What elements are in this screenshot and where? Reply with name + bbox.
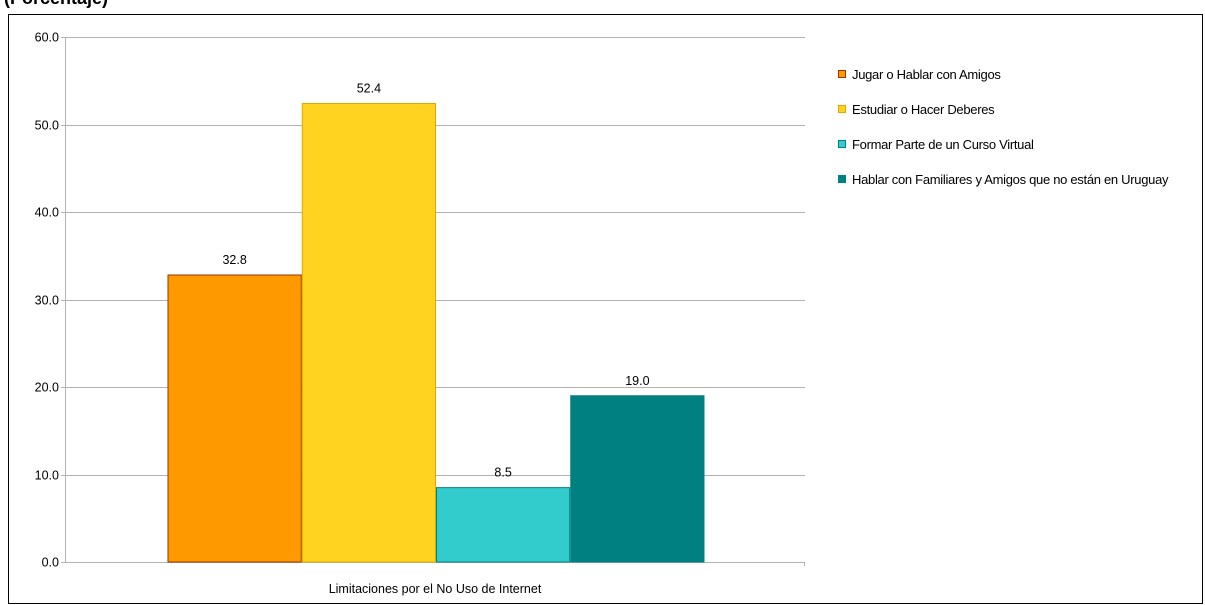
- data-label-2: 8.5: [494, 466, 511, 480]
- legend-swatch-curso-virtual: [838, 140, 846, 148]
- legend-swatch-estudiar: [838, 105, 846, 113]
- bar-1: [301, 103, 436, 563]
- legend-item-jugar: Jugar o Hablar con Amigos: [838, 67, 1198, 82]
- legend-label-jugar: Jugar o Hablar con Amigos: [852, 67, 1001, 82]
- legend-label-estudiar: Estudiar o Hacer Deberes: [852, 102, 995, 117]
- y-tick-label: 0.0: [42, 556, 59, 570]
- bar-0: [167, 274, 302, 563]
- legend-label-curso-virtual: Formar Parte de un Curso Virtual: [852, 137, 1034, 152]
- bar-chart: 0.0 10.0 20.0 30.0 40.0 50.0 60.0 32.8 52.4 8.5 19…: [35, 31, 805, 596]
- legend-item-curso-virtual: Formar Parte de un Curso Virtual: [838, 137, 1198, 152]
- y-tick-label: 20.0: [35, 381, 59, 395]
- y-tick-label: 10.0: [35, 469, 59, 483]
- legend-label-familiares: Hablar con Familiares y Amigos que no es…: [852, 172, 1169, 187]
- legend-item-familiares: Hablar con Familiares y Amigos que no es…: [838, 172, 1198, 187]
- data-label-3: 19.0: [625, 374, 649, 388]
- legend-item-estudiar: Estudiar o Hacer Deberes: [838, 102, 1198, 117]
- data-label-1: 52.4: [357, 82, 381, 96]
- legend-swatch-familiares: [838, 175, 846, 183]
- y-tick-label: 60.0: [35, 31, 59, 45]
- y-tick-label: 30.0: [35, 294, 59, 308]
- clipped-chart-title: (Porcentaje): [4, 0, 108, 9]
- y-tick-label: 40.0: [35, 206, 59, 220]
- x-axis-label: Limitaciones por el No Uso de Internet: [329, 582, 542, 596]
- chart-frame: 0.0 10.0 20.0 30.0 40.0 50.0 60.0 32.8 52.4 8.5 19…: [8, 14, 1203, 604]
- bar-3: [570, 395, 705, 563]
- data-label-0: 32.8: [222, 253, 246, 267]
- y-tick-label: 50.0: [35, 119, 59, 133]
- legend-swatch-jugar: [838, 70, 846, 78]
- chart-legend: Jugar o Hablar con Amigos Estudiar o Hac…: [838, 67, 1198, 207]
- bar-2: [436, 487, 571, 563]
